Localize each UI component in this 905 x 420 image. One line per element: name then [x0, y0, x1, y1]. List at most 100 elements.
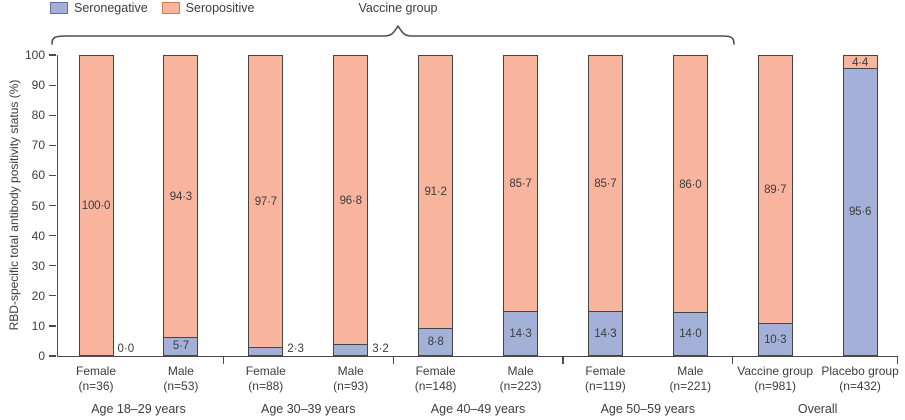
seropositive-value-label: 94·3 [169, 190, 192, 203]
seronegative-value-label: 95·6 [848, 206, 872, 219]
y-tick-label: 70 [31, 138, 45, 153]
y-tick [49, 355, 56, 357]
bar-n-label: (n=53) [163, 379, 199, 393]
group-separator-tick [392, 356, 394, 364]
bar-category-label: Male (n=53) [126, 364, 236, 394]
seronegative-segment [673, 312, 707, 355]
bar-n-label: (n=432) [839, 379, 881, 393]
seronegative-value-label: 2·3 [287, 343, 304, 355]
legend: Seronegative Seropositive [50, 1, 254, 15]
bar-placebo-group-432: 4·4 95·6 [842, 55, 878, 356]
bar-name-label: Female [75, 364, 116, 378]
vaccine-group-brace [51, 25, 735, 45]
y-tick-label: 40 [31, 228, 45, 243]
y-tick [49, 325, 56, 327]
bar-n-label: (n=981) [754, 379, 797, 393]
plot-area: 0 10 20 30 40 50 60 70 80 90 100 100·0 0·0 Female (n=3… [25, 48, 899, 416]
seropositive-value-label: 89·7 [764, 184, 787, 197]
bar-n-label: (n=223) [499, 379, 542, 393]
seronegative-segment [249, 347, 283, 355]
seronegative-value-label: 10·3 [764, 333, 787, 346]
legend-label-seropositive: Seropositive [185, 1, 255, 15]
seropositive-swatch-icon [161, 2, 180, 14]
bar-category-label: Female (n=119) [550, 364, 660, 394]
seropositive-value-label: 4·4 [852, 56, 869, 69]
seropositive-value-label: 85·7 [594, 178, 617, 191]
age-group-label: Overall [797, 402, 838, 416]
bar-name-label: Vaccine group [737, 364, 814, 378]
age-group-label: Age 18–29 years [91, 402, 186, 416]
seronegative-swatch-icon [50, 2, 68, 14]
bar-category-label: Male (n=93) [296, 364, 406, 394]
y-tick-label: 0 [38, 349, 45, 363]
group-separator-tick [732, 356, 734, 364]
bar-n-label: (n=119) [584, 379, 626, 393]
seronegative-value-label: 14·3 [594, 327, 617, 340]
bar-category-label: Male (n=221) [635, 364, 745, 394]
bar-n-label: (n=36) [78, 379, 114, 393]
bar-vaccine-group-981: 89·7 10·3 [757, 55, 793, 356]
bar-male-223: 85·7 14·3 [503, 55, 538, 356]
group-separator-tick [562, 356, 564, 364]
seronegative-segment [843, 68, 877, 355]
y-tick-label: 50 [31, 198, 45, 213]
y-tick [49, 295, 56, 297]
bar-name-label: Female [585, 364, 626, 378]
bar-female-88: 97·7 [248, 55, 284, 356]
bar-n-label: (n=221) [669, 379, 712, 393]
seronegative-segment [588, 311, 622, 355]
seropositive-value-label: 100·0 [81, 199, 111, 212]
seronegative-value-label: 14·3 [509, 327, 532, 340]
y-tick [49, 84, 56, 86]
vaccine-group-bracket-label: Vaccine group [358, 1, 438, 15]
y-tick-label: 20 [31, 288, 45, 303]
y-tick-label: 100 [24, 48, 45, 62]
seronegative-value-label: 5·7 [172, 340, 189, 353]
seronegative-segment [164, 336, 198, 355]
seronegative-value-label: 0·0 [117, 343, 135, 355]
bar-male-93: 96·8 [333, 55, 369, 356]
bar-name-label: Male [167, 364, 194, 378]
seropositive-value-label: 85·7 [509, 178, 532, 191]
bar-n-label: (n=93) [333, 379, 369, 393]
bar-female-148: 91·2 8·8 [418, 55, 454, 356]
bar-female-36: 100·0 [78, 55, 114, 356]
bar-category-label: Placebo group (n=432) [805, 364, 905, 394]
age-group-label: Age 30–39 years [260, 402, 356, 416]
y-tick-label: 60 [31, 168, 45, 183]
y-tick-label: 80 [31, 108, 45, 123]
bar-name-label: Male [677, 364, 704, 378]
y-axis-line [57, 55, 59, 357]
y-tick-label: 90 [31, 78, 45, 93]
legend-label-seronegative: Seronegative [74, 1, 148, 15]
bar-n-label: (n=88) [248, 379, 284, 393]
seronegative-segment [504, 311, 537, 355]
y-tick [49, 235, 56, 237]
bar-category-label: Male (n=223) [466, 364, 576, 394]
y-tick [49, 174, 56, 177]
bar-female-119: 85·7 14·3 [587, 55, 623, 356]
bar-category-label: Female (n=148) [381, 364, 491, 394]
y-tick [49, 144, 56, 146]
bar-n-label: (n=148) [414, 379, 457, 393]
group-separator-tick [222, 356, 224, 364]
age-group-label: Age 50–59 years [600, 402, 696, 416]
y-tick [49, 265, 56, 267]
seropositive-value-label: 97·7 [254, 196, 277, 209]
bar-male-53: 94·3 5·7 [163, 55, 199, 356]
seronegative-value-label: 8·8 [427, 335, 444, 348]
y-tick [49, 114, 56, 116]
y-tick [49, 54, 56, 56]
seronegative-value-label: 3·2 [372, 343, 389, 355]
y-tick [49, 204, 56, 207]
seronegative-segment [419, 327, 453, 355]
bar-category-label: Female (n=88) [211, 364, 321, 394]
seropositive-value-label: 96·8 [339, 194, 362, 207]
axis-end-tick [896, 356, 898, 364]
seronegative-segment [758, 323, 792, 355]
legend-item-seropositive: Seropositive [161, 1, 255, 15]
seropositive-value-label: 91·2 [424, 186, 447, 199]
bar-name-label: Male [507, 364, 534, 378]
legend-item-seronegative: Seronegative [50, 1, 148, 15]
